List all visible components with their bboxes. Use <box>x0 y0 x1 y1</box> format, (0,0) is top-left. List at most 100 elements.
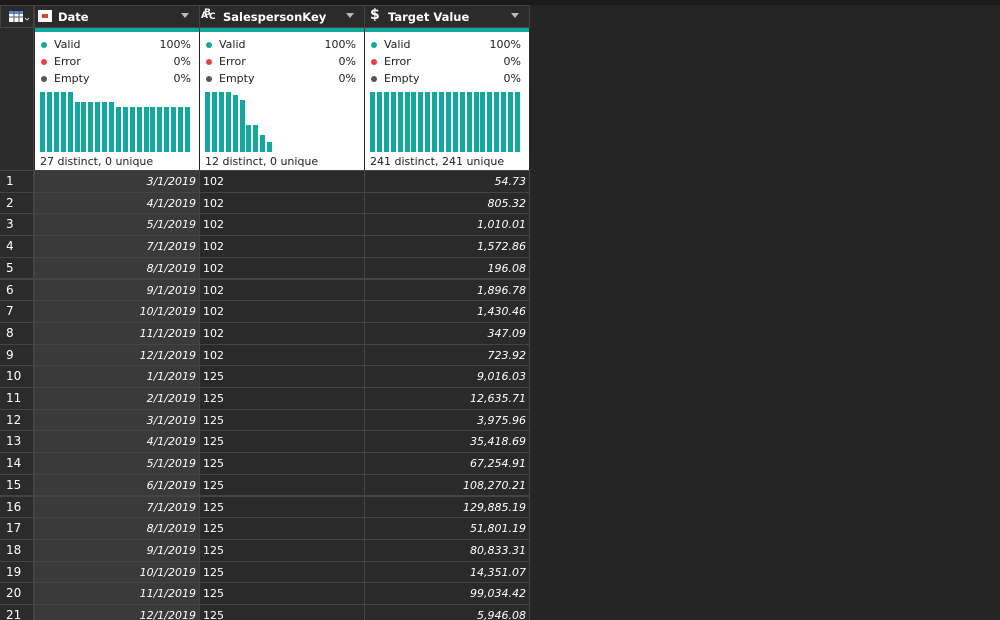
cell-value: 8/1/2019 <box>146 261 196 275</box>
table-menu[interactable] <box>0 5 34 28</box>
distribution-bar <box>122 107 128 152</box>
distribution-bar <box>225 92 231 152</box>
row-header-corner <box>0 28 34 170</box>
distribution-bar <box>157 107 163 152</box>
cell-value: 1,430.46 <box>477 305 526 319</box>
cell-value: 125 <box>203 413 224 427</box>
row-number: 9 <box>6 347 14 362</box>
distribution-bar <box>184 107 190 152</box>
cell-value: 125 <box>203 587 224 601</box>
distribution-bar <box>466 92 472 152</box>
date-icon-mark <box>42 14 48 18</box>
cell-value: 108,270.21 <box>463 478 526 492</box>
status-dot <box>206 76 212 82</box>
distribution-bar <box>370 92 375 152</box>
row-number: 12 <box>6 412 22 427</box>
cell-value: 102 <box>203 326 224 340</box>
distribution-bar <box>390 92 396 152</box>
cell-value: 10/1/2019 <box>139 565 196 579</box>
status-label: Empty <box>384 72 420 85</box>
distribution-bar <box>136 107 142 152</box>
cell-value: 129,885.19 <box>463 500 526 514</box>
row-number: 10 <box>6 369 22 384</box>
cell-value: 80,833.31 <box>470 543 526 557</box>
status-label: Error <box>54 55 81 68</box>
status-value: 0% <box>503 55 521 68</box>
row-number: 6 <box>6 282 14 297</box>
distribution-bar <box>246 124 252 152</box>
cell-value: 125 <box>203 543 224 557</box>
cell-value: 5/1/2019 <box>146 457 196 471</box>
cell-value: 35,418.69 <box>470 435 526 449</box>
status-label: Error <box>219 55 246 68</box>
distribution-bar <box>67 92 73 152</box>
row-number: 19 <box>6 564 22 579</box>
cell-value: 805.32 <box>487 196 527 210</box>
cell-value: 196.08 <box>487 261 527 275</box>
row-number: 5 <box>6 260 14 275</box>
row-number: 18 <box>6 542 22 557</box>
distribution-bar <box>171 107 177 152</box>
column-dropdown[interactable] <box>346 13 354 18</box>
cell-value: 10/1/2019 <box>139 305 196 319</box>
column-dropdown[interactable] <box>511 13 519 18</box>
distribution-bar <box>178 107 183 152</box>
column-header[interactable] <box>364 5 530 28</box>
profile-summary: 27 distinct, 0 unique <box>40 155 154 168</box>
cell-value: 102 <box>203 218 224 232</box>
cell-value: 2/1/2019 <box>146 392 196 405</box>
cell-value: 51,801.19 <box>470 522 526 536</box>
status-label: Error <box>384 55 411 68</box>
distribution-bar <box>40 92 45 152</box>
cell-value: 125 <box>203 392 224 405</box>
row-number-cell <box>0 604 34 620</box>
status-dot <box>41 59 47 65</box>
cell-value: 99,034.42 <box>470 587 526 601</box>
cell-value: 7/1/2019 <box>146 500 196 514</box>
distribution-bar <box>480 92 486 152</box>
quality-bar <box>200 28 364 32</box>
distribution-bar <box>53 92 59 152</box>
cell-value: 3/1/2019 <box>146 413 196 427</box>
status-value: 0% <box>173 72 191 85</box>
distribution-bar <box>253 124 259 152</box>
row-number: 3 <box>6 217 14 232</box>
status-label: Valid <box>384 38 411 51</box>
quality-bar <box>35 28 199 32</box>
cell-value: 1/1/2019 <box>146 370 196 384</box>
distribution-bar <box>164 107 170 152</box>
top-strip <box>0 0 1000 5</box>
cell-value: 7/1/2019 <box>146 240 196 254</box>
distribution-bar <box>432 92 438 152</box>
row-number: 20 <box>6 586 22 601</box>
status-value: 0% <box>173 55 191 68</box>
distribution-bar <box>150 107 156 152</box>
row-number: 13 <box>6 434 22 449</box>
distribution-bar <box>109 102 114 152</box>
cell-value: 125 <box>203 609 224 620</box>
distribution-bar <box>60 92 66 152</box>
distribution-bar <box>143 107 149 152</box>
distribution-bar <box>239 99 245 152</box>
cell-value: 5/1/2019 <box>146 218 196 232</box>
distribution-bar <box>129 107 135 152</box>
status-dot <box>41 42 47 48</box>
status-dot <box>371 42 377 48</box>
distribution-bar <box>473 92 479 152</box>
status-value: 0% <box>338 72 356 85</box>
cell-value: 6/1/2019 <box>146 478 196 492</box>
column-dropdown[interactable] <box>181 13 189 18</box>
cell-value: 3/1/2019 <box>146 175 196 188</box>
row-number: 16 <box>6 499 22 514</box>
cell-value: 8/1/2019 <box>146 522 196 536</box>
type-icon: B <box>204 8 211 18</box>
quality-bar <box>365 28 529 32</box>
row-number: 14 <box>6 456 22 471</box>
distribution-bar <box>459 92 465 152</box>
distribution-bar <box>494 92 500 152</box>
distribution-bar <box>445 92 451 152</box>
type-icon: A <box>201 11 208 21</box>
distribution-bar <box>267 142 273 152</box>
cell-value: 11/1/2019 <box>139 587 196 601</box>
